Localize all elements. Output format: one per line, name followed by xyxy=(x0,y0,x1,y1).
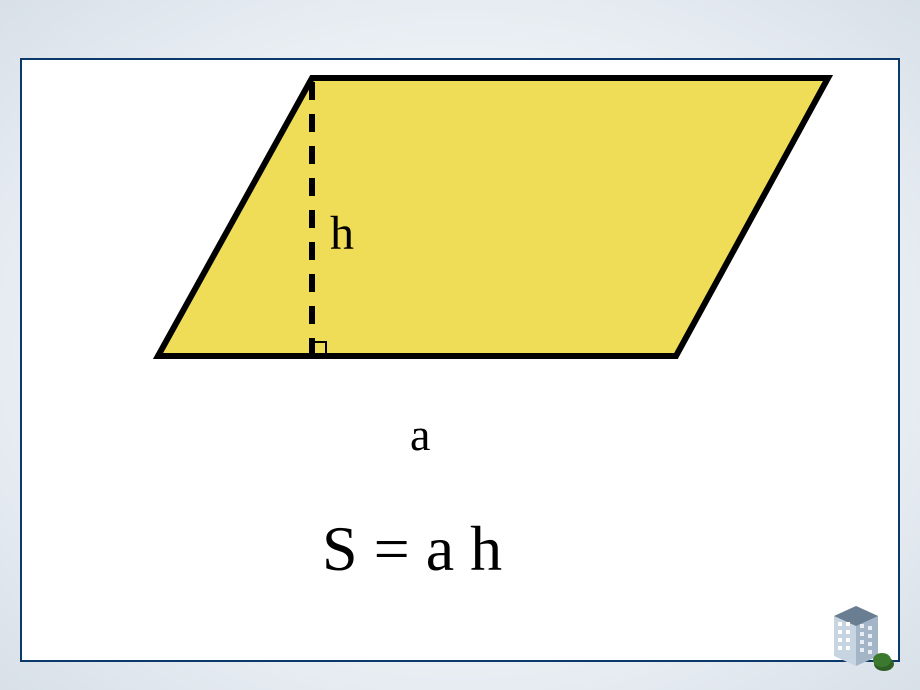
parallelogram-diagram xyxy=(0,0,920,690)
parallelogram-shape xyxy=(158,78,828,356)
height-label: h xyxy=(330,206,354,261)
area-formula: S = a h xyxy=(322,512,502,586)
base-label: a xyxy=(410,408,430,461)
building-icon xyxy=(826,594,896,672)
